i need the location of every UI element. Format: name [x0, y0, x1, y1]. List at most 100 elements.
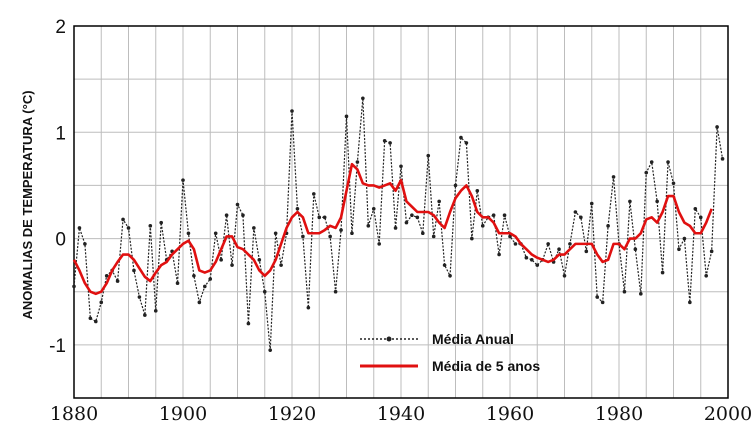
data-point-media-anual	[639, 292, 643, 296]
data-point-media-anual	[497, 252, 501, 257]
data-point-media-anual	[644, 170, 649, 175]
grid	[74, 26, 728, 398]
data-point-media-anual	[197, 300, 202, 305]
data-point-media-anual	[589, 201, 594, 206]
data-point-media-anual	[224, 213, 229, 217]
data-point-media-anual	[508, 234, 512, 239]
data-point-media-anual	[290, 109, 294, 113]
data-point-media-anual	[421, 231, 425, 236]
data-point-media-anual	[688, 300, 692, 305]
data-point-media-anual	[622, 289, 627, 294]
data-point-media-anual	[115, 279, 120, 283]
data-point-media-anual	[475, 188, 480, 193]
data-point-media-anual	[268, 348, 273, 352]
data-point-media-anual	[530, 258, 534, 262]
y-tick-label: 1	[55, 123, 66, 144]
data-point-media-anual	[633, 247, 638, 251]
data-point-media-anual	[393, 226, 398, 230]
data-point-media-anual	[137, 295, 142, 299]
data-point-media-anual	[83, 242, 87, 246]
data-point-media-anual	[77, 226, 82, 230]
y-axis-ticks: -1 0 1 2	[49, 17, 66, 357]
data-point-media-anual	[660, 270, 665, 275]
data-point-media-anual	[203, 284, 207, 289]
x-axis-ticks: 1880 1900 1920 1940 1960 1980 2000	[50, 403, 752, 423]
data-point-media-anual	[431, 234, 436, 239]
data-point-media-anual	[595, 295, 599, 299]
data-point-media-anual	[655, 199, 659, 204]
data-point-media-anual	[568, 242, 572, 246]
data-point-media-anual	[262, 289, 267, 294]
data-point-media-anual	[720, 157, 725, 161]
data-point-media-anual	[72, 284, 76, 289]
y-tick-label: 0	[55, 230, 66, 251]
data-point-media-anual	[186, 231, 191, 236]
legend-marker-media-anual	[386, 336, 392, 342]
data-point-media-anual	[404, 220, 409, 225]
data-point-media-anual	[279, 263, 283, 267]
data-point-media-anual	[355, 160, 360, 164]
series-media-5-anos	[72, 162, 713, 296]
legend-label-media-5-anos: Média de 5 anos	[432, 358, 540, 374]
data-point-media-anual	[388, 141, 392, 145]
data-point-media-anual	[704, 273, 708, 278]
data-point-media-anual	[698, 215, 703, 220]
data-point-media-anual	[333, 289, 338, 294]
data-point-media-anual	[606, 224, 610, 228]
data-point-media-anual	[295, 207, 300, 211]
data-point-media-anual	[562, 273, 567, 278]
data-point-media-anual	[213, 231, 218, 236]
data-point-media-anual	[181, 178, 185, 182]
data-point-media-anual	[350, 231, 354, 236]
data-point-media-anual	[132, 268, 136, 273]
data-point-media-anual	[273, 231, 278, 236]
data-point-media-anual	[94, 319, 98, 324]
data-point-media-anual	[317, 215, 322, 220]
data-point-media-anual	[693, 207, 698, 211]
legend-label-media-anual: Média Anual	[432, 331, 514, 347]
data-point-media-anual	[546, 242, 550, 246]
data-point-media-anual	[557, 247, 561, 251]
data-point-media-anual	[470, 236, 474, 241]
data-point-media-anual	[459, 135, 463, 140]
legend-item-media-5-anos: Média de 5 anos	[360, 358, 540, 374]
data-point-media-anual	[491, 213, 496, 217]
x-tick-label: 1960	[486, 403, 534, 423]
x-tick-label: 2000	[704, 403, 752, 423]
x-tick-label: 1980	[595, 403, 643, 423]
data-point-media-anual	[312, 192, 316, 196]
series-line-media-anual	[73, 98, 724, 351]
data-point-media-anual	[480, 224, 485, 228]
data-point-media-anual	[99, 300, 104, 305]
data-point-media-anual	[126, 226, 131, 230]
data-point-media-anual	[301, 234, 305, 239]
legend-item-media-anual: Média Anual	[360, 331, 514, 347]
x-tick-label: 1900	[159, 403, 207, 423]
data-point-media-anual	[410, 213, 414, 217]
series-line-media-5-anos	[72, 162, 713, 296]
data-point-media-anual	[513, 242, 518, 246]
data-point-media-anual	[235, 202, 240, 207]
data-point-media-anual	[666, 160, 670, 164]
data-point-media-anual	[584, 249, 589, 254]
data-point-media-anual	[88, 316, 93, 321]
data-point-media-anual	[715, 125, 719, 129]
data-point-media-anual	[709, 249, 714, 254]
data-point-media-anual	[399, 164, 403, 169]
x-tick-label: 1880	[50, 403, 98, 423]
data-point-media-anual	[143, 313, 147, 317]
data-point-media-anual	[230, 263, 234, 267]
data-point-media-anual	[208, 277, 213, 281]
data-point-media-anual	[415, 215, 420, 220]
plot-frame	[73, 25, 729, 399]
data-point-media-anual	[524, 255, 529, 260]
data-point-media-anual	[677, 247, 681, 251]
data-point-media-anual	[671, 181, 676, 186]
data-point-media-anual	[192, 273, 196, 278]
data-point-media-anual	[241, 213, 245, 217]
series-media-anual	[72, 96, 725, 352]
data-point-media-anual	[148, 224, 153, 228]
data-point-media-anual	[366, 224, 371, 228]
data-point-media-anual	[246, 321, 251, 326]
